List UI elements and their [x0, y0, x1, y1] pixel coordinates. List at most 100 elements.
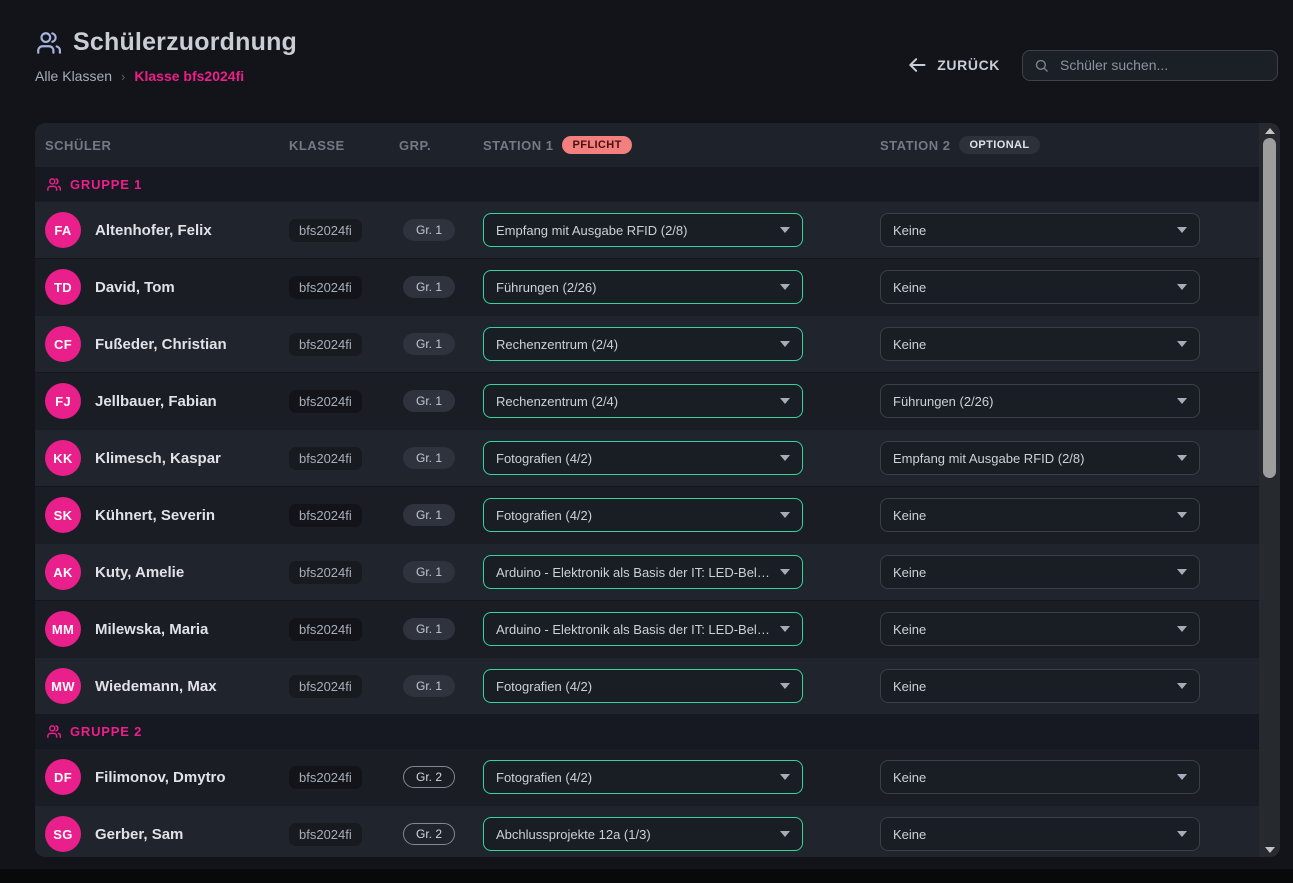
station1-select[interactable]: Rechenzentrum (2/4)	[483, 384, 803, 418]
chevron-down-icon	[780, 569, 790, 575]
student-cell: TD David, Tom	[45, 269, 289, 305]
users-icon	[37, 31, 61, 54]
group-badge: Gr. 1	[403, 390, 456, 412]
station2-select[interactable]: Keine	[880, 612, 1200, 646]
klasse-badge: bfs2024fi	[289, 389, 362, 413]
station1-value: Rechenzentrum (2/4)	[496, 336, 619, 352]
grp-cell: Gr. 1	[399, 219, 483, 241]
station2-cell: Keine	[880, 498, 1259, 532]
station1-select[interactable]: Arduino - Elektronik als Basis der IT: L…	[483, 612, 803, 646]
avatar: FA	[45, 212, 81, 248]
student-cell: AK Kuty, Amelie	[45, 554, 289, 590]
klasse-badge: bfs2024fi	[289, 560, 362, 584]
group-header: GRUPPE 2	[35, 714, 1259, 748]
station2-cell: Keine	[880, 327, 1259, 361]
station2-value: Keine	[893, 564, 927, 580]
station1-select[interactable]: Arduino - Elektronik als Basis der IT: L…	[483, 555, 803, 589]
klasse-cell: bfs2024fi	[289, 674, 399, 698]
chevron-down-icon	[1177, 683, 1187, 689]
station1-select[interactable]: Rechenzentrum (2/4)	[483, 327, 803, 361]
klasse-cell: bfs2024fi	[289, 218, 399, 242]
station2-select[interactable]: Keine	[880, 817, 1200, 851]
station1-value: Empfang mit Ausgabe RFID (2/8)	[496, 222, 688, 238]
student-name: Milewska, Maria	[95, 620, 209, 638]
search-icon	[1035, 59, 1048, 72]
station2-select[interactable]: Keine	[880, 270, 1200, 304]
klasse-badge: bfs2024fi	[289, 218, 362, 242]
station2-select[interactable]: Keine	[880, 327, 1200, 361]
table-body: GRUPPE 1 FA Altenhofer, Felix bfs2024fi …	[35, 167, 1259, 857]
group-section: GRUPPE 2 DF Filimonov, Dmytro bfs2024fi …	[35, 714, 1259, 857]
table-header-row: SCHÜLER KLASSE GRP. STATION 1 PFLICHT ST…	[35, 123, 1259, 167]
scroll-up-button[interactable]	[1259, 123, 1280, 138]
station2-select[interactable]: Keine	[880, 498, 1200, 532]
station2-select[interactable]: Keine	[880, 213, 1200, 247]
station1-select[interactable]: Abchlussprojekte 12a (1/3)	[483, 817, 803, 851]
group-header: GRUPPE 1	[35, 167, 1259, 201]
station2-value: Keine	[893, 826, 927, 842]
station2-select[interactable]: Keine	[880, 760, 1200, 794]
scroll-down-button[interactable]	[1259, 842, 1280, 857]
station1-cell: Fotografien (4/2)	[483, 498, 880, 532]
avatar: MW	[45, 668, 81, 704]
grp-cell: Gr. 2	[399, 766, 483, 788]
table-row: AK Kuty, Amelie bfs2024fi Gr. 1 Arduino …	[35, 543, 1259, 600]
station1-select[interactable]: Empfang mit Ausgabe RFID (2/8)	[483, 213, 803, 247]
chevron-down-icon	[780, 227, 790, 233]
breadcrumb-all-classes[interactable]: Alle Klassen	[35, 68, 113, 84]
station2-select[interactable]: Keine	[880, 555, 1200, 589]
klasse-cell: bfs2024fi	[289, 503, 399, 527]
student-name: Kühnert, Severin	[95, 506, 216, 524]
chevron-down-icon	[780, 284, 790, 290]
grp-cell: Gr. 1	[399, 333, 483, 355]
station1-select[interactable]: Führungen (2/26)	[483, 270, 803, 304]
grp-cell: Gr. 2	[399, 823, 483, 845]
breadcrumb: Alle Klassen › Klasse bfs2024fi	[35, 68, 297, 84]
station1-select[interactable]: Fotografien (4/2)	[483, 669, 803, 703]
back-button[interactable]: ZURÜCK	[907, 55, 1000, 75]
table-row: MW Wiedemann, Max bfs2024fi Gr. 1 Fotogr…	[35, 657, 1259, 714]
table-row: SG Gerber, Sam bfs2024fi Gr. 2 Abchlussp…	[35, 805, 1259, 857]
klasse-badge: bfs2024fi	[289, 617, 362, 641]
station1-cell: Arduino - Elektronik als Basis der IT: L…	[483, 555, 880, 589]
table-row: TD David, Tom bfs2024fi Gr. 1 Führungen …	[35, 258, 1259, 315]
group-label: GRUPPE 2	[70, 723, 143, 739]
window-bottom-strip	[0, 869, 1293, 883]
student-cell: SG Gerber, Sam	[45, 816, 289, 852]
station2-cell: Keine	[880, 555, 1259, 589]
station2-select[interactable]: Keine	[880, 669, 1200, 703]
station1-value: Arduino - Elektronik als Basis der IT: L…	[496, 564, 772, 580]
table-row: CF Fußeder, Christian bfs2024fi Gr. 1 Re…	[35, 315, 1259, 372]
station2-value: Keine	[893, 336, 927, 352]
group-badge: Gr. 1	[403, 333, 456, 355]
vertical-scrollbar[interactable]	[1259, 123, 1280, 857]
chevron-down-icon	[1177, 455, 1187, 461]
station2-select[interactable]: Empfang mit Ausgabe RFID (2/8)	[880, 441, 1200, 475]
station2-cell: Führungen (2/26)	[880, 384, 1259, 418]
search-box[interactable]	[1022, 49, 1278, 81]
station1-select[interactable]: Fotografien (4/2)	[483, 441, 803, 475]
scrollbar-thumb[interactable]	[1263, 138, 1276, 478]
station1-cell: Fotografien (4/2)	[483, 760, 880, 794]
chevron-down-icon	[1177, 774, 1187, 780]
station1-value: Rechenzentrum (2/4)	[496, 393, 619, 409]
klasse-cell: bfs2024fi	[289, 332, 399, 356]
station2-select[interactable]: Führungen (2/26)	[880, 384, 1200, 418]
group-badge: Gr. 1	[403, 219, 456, 241]
station1-select[interactable]: Fotografien (4/2)	[483, 498, 803, 532]
station1-select[interactable]: Fotografien (4/2)	[483, 760, 803, 794]
student-cell: SK Kühnert, Severin	[45, 497, 289, 533]
station1-value: Führungen (2/26)	[496, 279, 597, 295]
avatar: MM	[45, 611, 81, 647]
group-section: GRUPPE 1 FA Altenhofer, Felix bfs2024fi …	[35, 167, 1259, 714]
group-users-icon	[47, 724, 61, 738]
klasse-badge: bfs2024fi	[289, 332, 362, 356]
chevron-down-icon	[1177, 512, 1187, 518]
station2-value: Keine	[893, 222, 927, 238]
search-input[interactable]	[1058, 56, 1266, 74]
group-badge: Gr. 2	[403, 766, 456, 788]
student-cell: CF Fußeder, Christian	[45, 326, 289, 362]
avatar: TD	[45, 269, 81, 305]
chevron-down-icon	[1177, 284, 1187, 290]
student-name: Altenhofer, Felix	[95, 221, 212, 239]
